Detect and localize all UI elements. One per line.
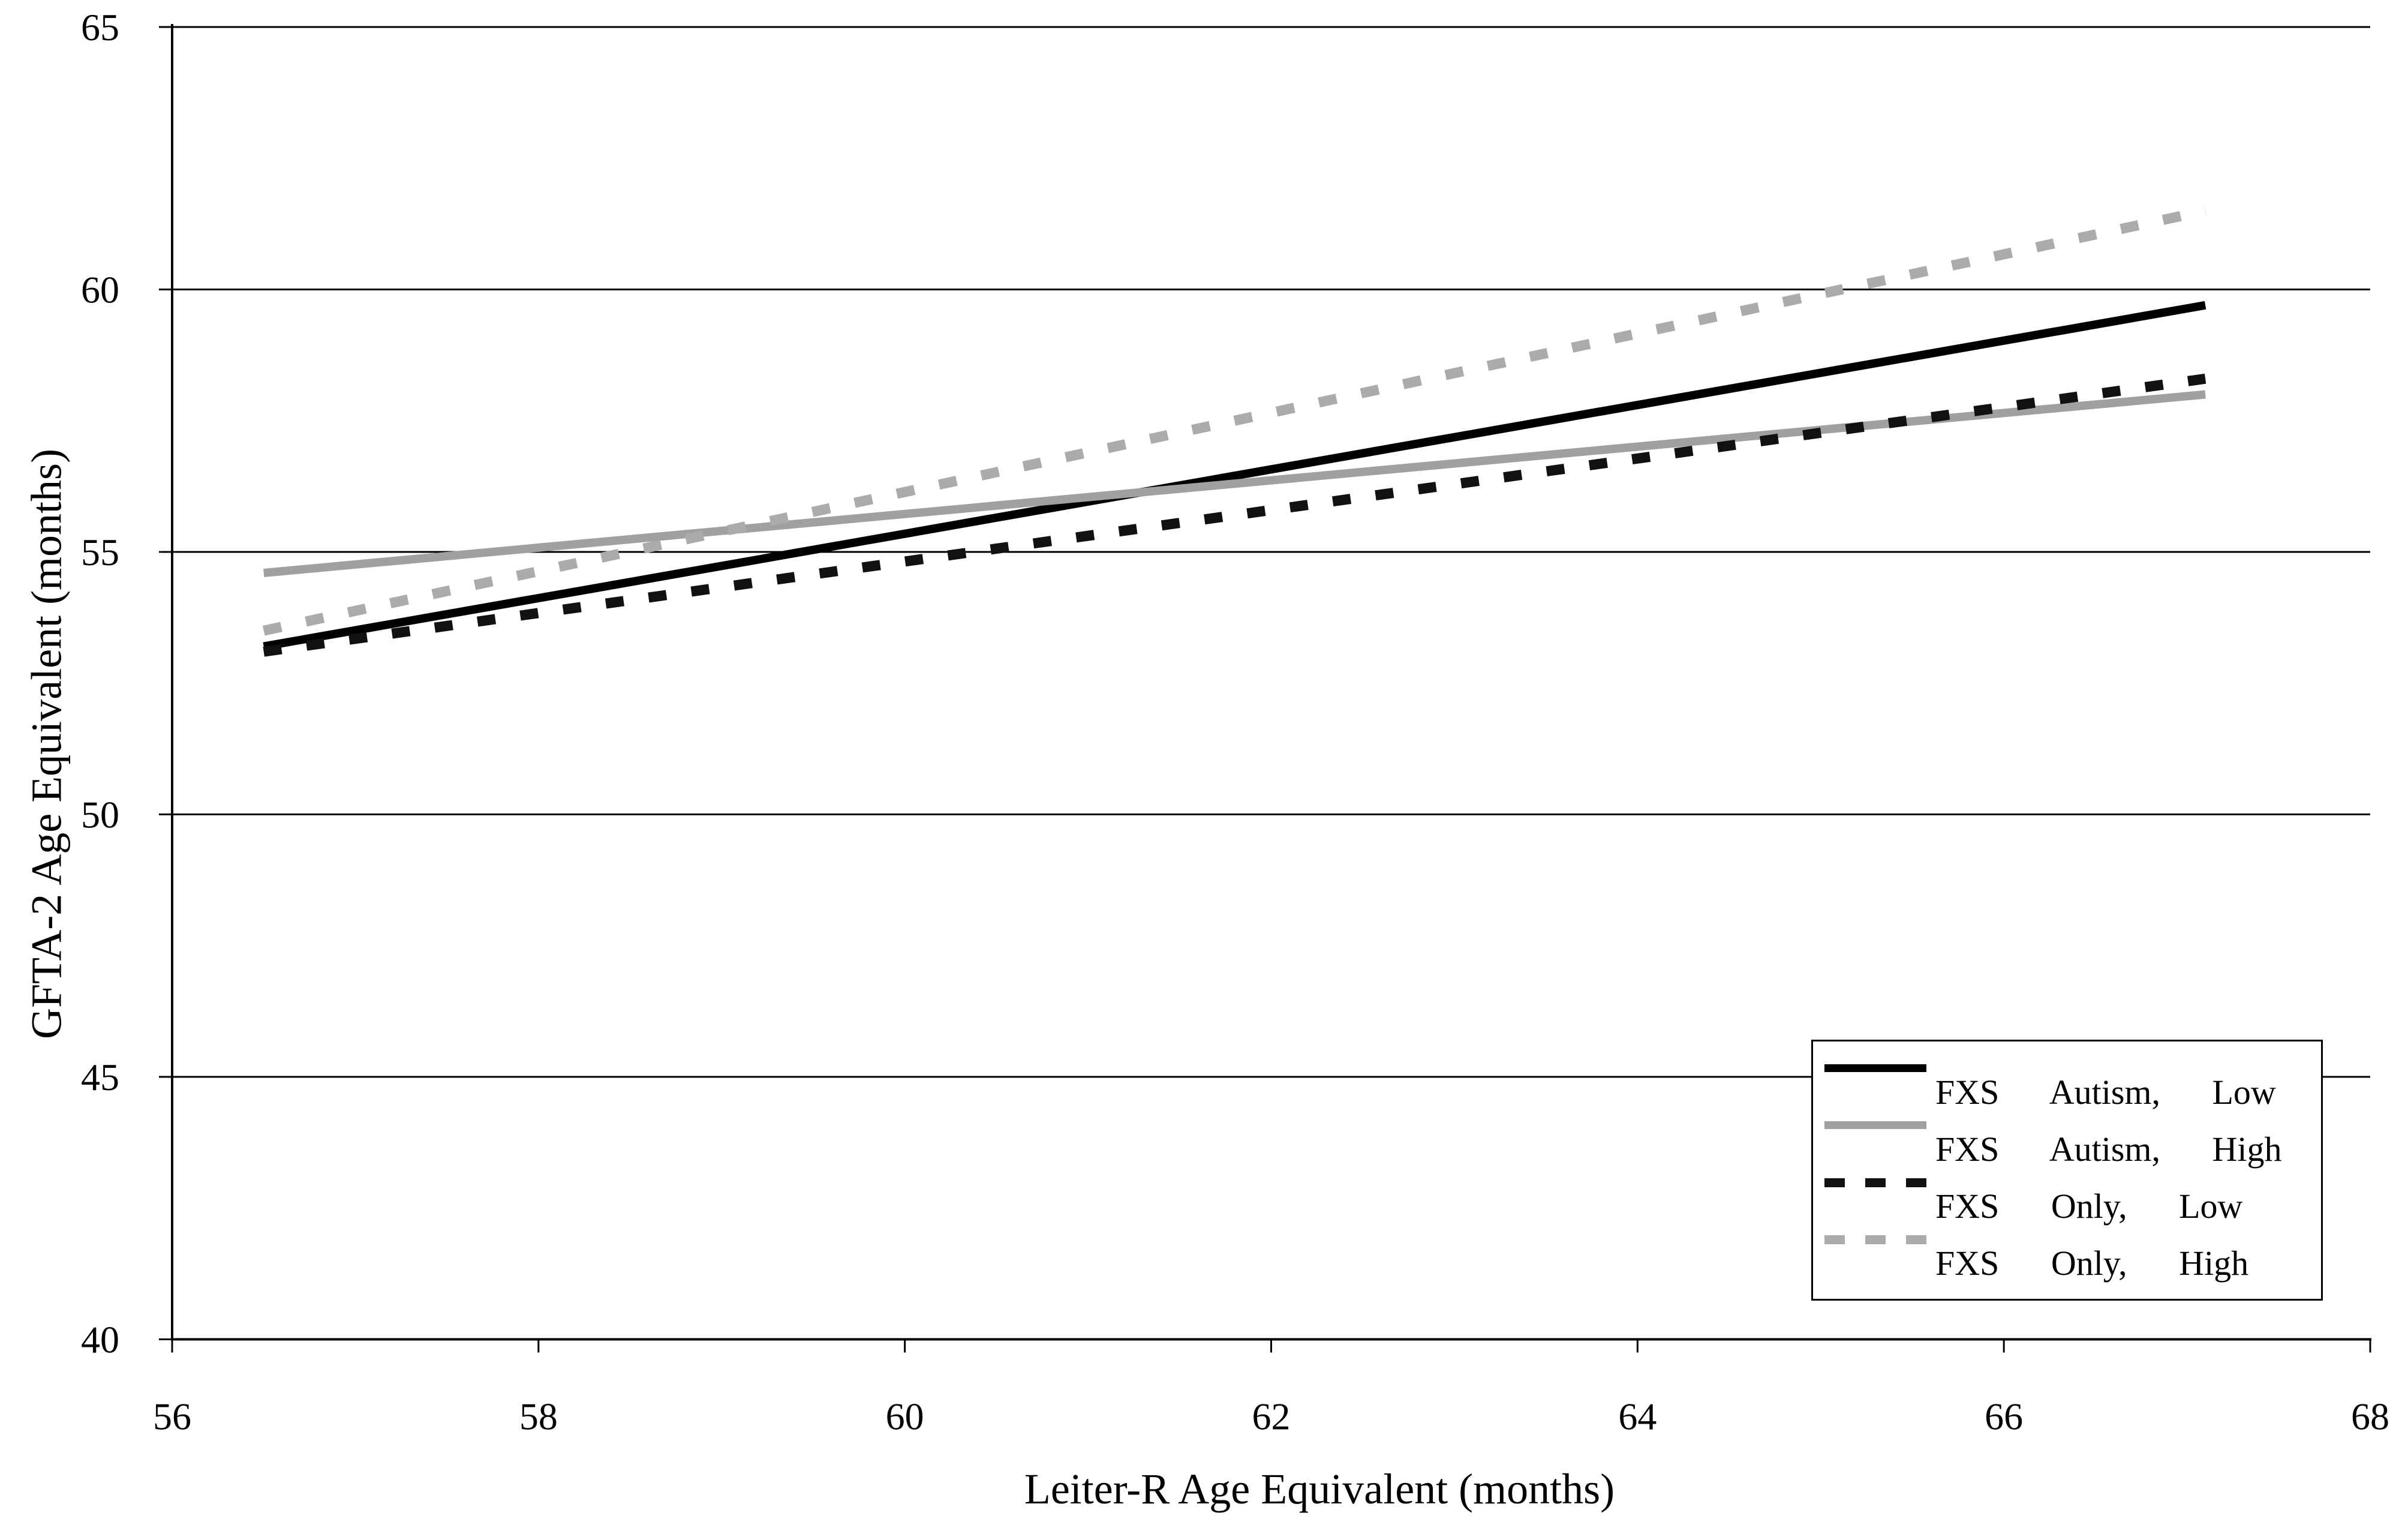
x-tick-label: 60 — [886, 1395, 924, 1438]
y-tick-label: 60 — [81, 269, 119, 311]
legend: FXS Autism, Low FXS Autism, High FXS Onl… — [1811, 1040, 2323, 1301]
legend-line-sample-solid-black — [1824, 1064, 1926, 1072]
series-line-fxs-autism-high — [263, 390, 2206, 577]
y-axis-title: GFTA-2 Age Equivalent (months) — [22, 448, 71, 1040]
x-tick-labels: 56 58 60 62 64 66 68 — [153, 1395, 2389, 1438]
legend-label: FXS Only, Low — [1935, 1187, 2243, 1226]
x-ticks — [171, 1339, 2371, 1353]
y-ticks — [159, 26, 172, 1340]
x-tick-label: 64 — [1618, 1395, 1657, 1438]
x-tick-label: 62 — [1252, 1395, 1291, 1438]
x-tick-label: 68 — [2351, 1395, 2389, 1438]
legend-label: FXS Autism, High — [1935, 1130, 2282, 1169]
series-lines — [262, 205, 2206, 657]
legend-line-sample-solid-gray — [1824, 1121, 1926, 1129]
y-tick-labels: 40 45 50 55 60 65 — [81, 6, 119, 1361]
legend-label: FXS Autism, Low — [1935, 1073, 2276, 1112]
x-axis-title: Leiter-R Age Equivalent (months) — [1024, 1465, 1615, 1513]
legend-line-sample-dashed-gray — [1824, 1235, 1926, 1244]
y-tick-label: 55 — [81, 531, 119, 574]
x-tick-label: 58 — [519, 1395, 558, 1438]
legend-line-sample-dashed-black — [1824, 1178, 1926, 1187]
series-line-fxs-autism-low — [263, 301, 2206, 651]
legend-item: FXS Only, Low — [1813, 1163, 2321, 1224]
y-tick-label: 65 — [81, 6, 119, 49]
x-tick-label: 56 — [153, 1395, 191, 1438]
y-tick-label: 45 — [81, 1056, 119, 1098]
y-tick-label: 50 — [81, 794, 119, 836]
legend-item: FXS Autism, Low — [1813, 1049, 2321, 1110]
series-line-fxs-only-high — [262, 205, 2206, 636]
y-tick-label: 40 — [81, 1319, 119, 1361]
x-tick-label: 66 — [1985, 1395, 2023, 1438]
legend-item: FXS Only, High — [1813, 1220, 2321, 1281]
legend-item: FXS Autism, High — [1813, 1106, 2321, 1167]
legend-label: FXS Only, High — [1935, 1244, 2249, 1283]
